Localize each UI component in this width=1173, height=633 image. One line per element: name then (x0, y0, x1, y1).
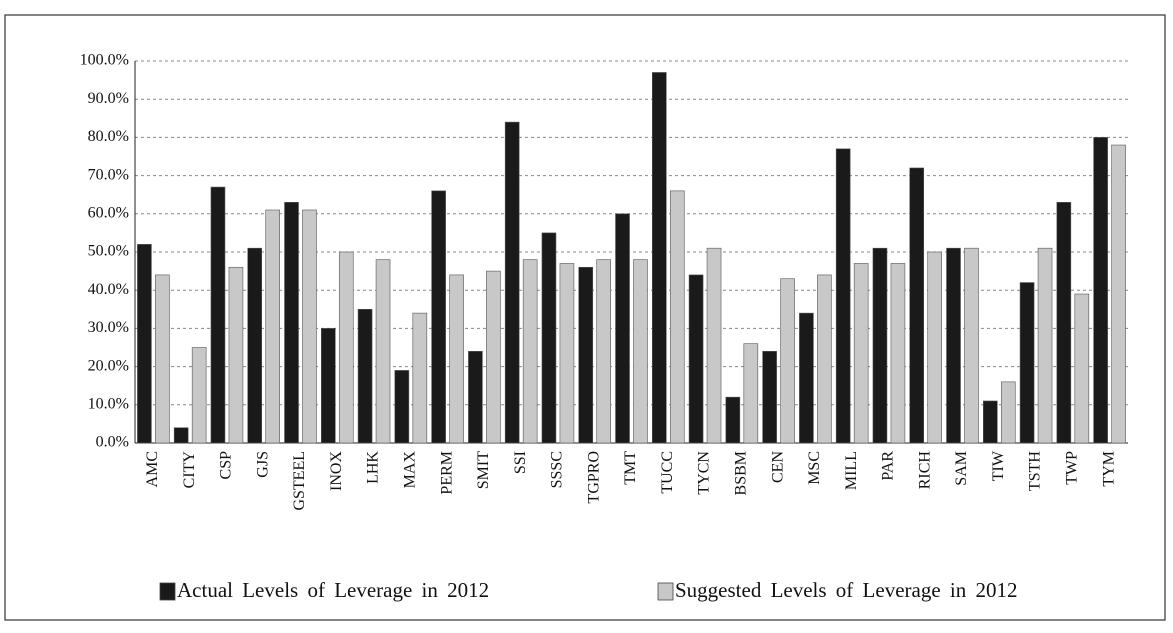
legend-label: Suggested Levels of Leverage in 2012 (675, 578, 1018, 602)
bar (412, 312, 428, 444)
bar (578, 266, 594, 444)
bar (615, 213, 630, 444)
bar (853, 263, 869, 444)
bar (431, 190, 446, 444)
bar (1000, 381, 1016, 444)
y-tick-label: 50.0% (88, 243, 129, 260)
bar (265, 209, 280, 444)
x-tick-label: SMIT (475, 451, 492, 489)
bar (1019, 282, 1035, 444)
x-tick-label: LHK (365, 451, 382, 484)
x-tick-label: PAR (880, 451, 897, 481)
y-tick-label: 60.0% (88, 204, 129, 221)
x-tick-label: TGPRO (585, 451, 602, 503)
bar (137, 244, 152, 444)
x-tick-label: MAX (402, 451, 419, 489)
x-tick-label: MILL (843, 451, 860, 490)
x-tick-label: BSBM (733, 451, 750, 495)
x-tick-label: AMC (144, 451, 161, 487)
x-tick-label: TWP (1064, 451, 1081, 485)
bar (725, 396, 741, 444)
bar (817, 274, 832, 444)
bar (449, 274, 464, 444)
x-tick-label: CEN (769, 451, 786, 483)
y-tick-label: 30.0% (88, 319, 129, 336)
y-tick-label: 70.0% (88, 166, 129, 183)
bar (1037, 247, 1053, 444)
x-tick-label: TYM (1100, 451, 1117, 487)
x-tick-label: SSI (512, 451, 529, 474)
y-tick-label: 80.0% (88, 128, 129, 145)
x-tick-label: TIW (990, 450, 1007, 481)
bar (1111, 144, 1126, 444)
x-tick-label: GJS (254, 451, 271, 478)
bar (909, 167, 925, 444)
bar (835, 148, 851, 444)
legend-label: Actual Levels of Leverage in 2012 (177, 578, 489, 602)
bar (228, 266, 244, 444)
bar (1056, 202, 1072, 444)
bar (780, 278, 795, 444)
bar (247, 247, 263, 444)
legend-swatch (159, 582, 176, 601)
y-tick-label: 0.0% (96, 434, 129, 451)
bar (1093, 137, 1108, 444)
bar (927, 251, 942, 444)
bar (559, 263, 575, 444)
y-tick-label: 100.0% (80, 52, 129, 69)
bar (210, 186, 226, 444)
bar (890, 263, 906, 444)
bar (302, 209, 317, 444)
x-tick-label: GSTEEL (291, 451, 308, 511)
x-tick-label: SSSC (549, 451, 566, 488)
y-tick-label: 90.0% (88, 90, 129, 107)
x-tick-label: MSC (806, 451, 823, 485)
bar (743, 343, 759, 444)
bar (964, 247, 979, 444)
chart-border (4, 14, 1166, 621)
bar (596, 259, 611, 444)
y-tick-label: 20.0% (88, 357, 129, 374)
x-tick-label: PERM (438, 451, 455, 495)
bar (688, 274, 704, 444)
bar (338, 251, 354, 444)
bar (983, 400, 998, 444)
bar (394, 370, 410, 444)
bar (375, 259, 391, 444)
bar (155, 274, 170, 444)
x-tick-label: CITY (181, 451, 198, 489)
bar (357, 308, 373, 444)
bar (633, 259, 648, 444)
bar (321, 328, 336, 444)
x-tick-label: INOX (328, 451, 345, 491)
bar (541, 232, 557, 444)
x-tick-label: TSTH (1027, 451, 1044, 491)
bar (1074, 293, 1090, 444)
bar (652, 72, 667, 444)
legend-swatch (657, 582, 674, 601)
x-tick-label: SAM (953, 451, 970, 486)
bar (669, 190, 685, 444)
x-tick-label: TYCN (696, 451, 713, 495)
y-tick-label: 40.0% (88, 281, 129, 298)
bar (191, 347, 207, 444)
bar (468, 351, 483, 444)
bar (504, 121, 520, 444)
x-tick-label: TMT (622, 451, 639, 485)
x-tick-label: CSP (218, 451, 235, 480)
bar (173, 427, 189, 444)
bar (872, 247, 888, 444)
y-tick-label: 10.0% (88, 395, 129, 412)
bar (284, 202, 299, 444)
bar (706, 247, 722, 444)
bar (946, 247, 961, 444)
bar (762, 351, 777, 444)
x-tick-label: RICH (916, 451, 933, 490)
bar (522, 259, 538, 444)
bar (486, 270, 501, 444)
bar (799, 312, 814, 444)
x-tick-label: TUCC (659, 451, 676, 494)
